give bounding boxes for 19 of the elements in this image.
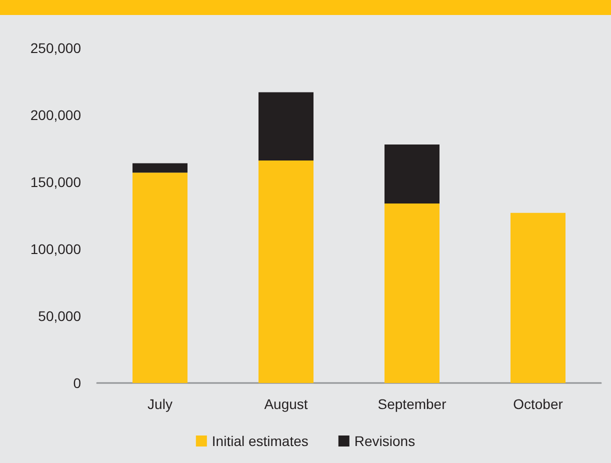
- y-tick-label: 200,000: [30, 107, 82, 123]
- bar: [132, 172, 188, 383]
- y-tick-label: 50,000: [38, 308, 82, 324]
- x-tick-label: July: [148, 396, 172, 412]
- x-tick-label: September: [378, 396, 447, 412]
- x-tick-label: August: [264, 396, 308, 412]
- bar: [258, 92, 314, 161]
- legend-label: Revisions: [354, 433, 416, 449]
- bar: [132, 163, 188, 173]
- bar: [258, 160, 314, 383]
- y-tick-label: 150,000: [30, 174, 82, 190]
- y-tick-label: 0: [73, 375, 82, 391]
- bar: [384, 203, 440, 383]
- bar: [384, 144, 440, 204]
- y-tick-label: 250,000: [30, 40, 82, 56]
- bar: [510, 212, 566, 383]
- y-tick-label: 100,000: [30, 241, 82, 257]
- x-tick-label: October: [513, 396, 564, 412]
- legend-label: Initial estimates: [212, 433, 308, 449]
